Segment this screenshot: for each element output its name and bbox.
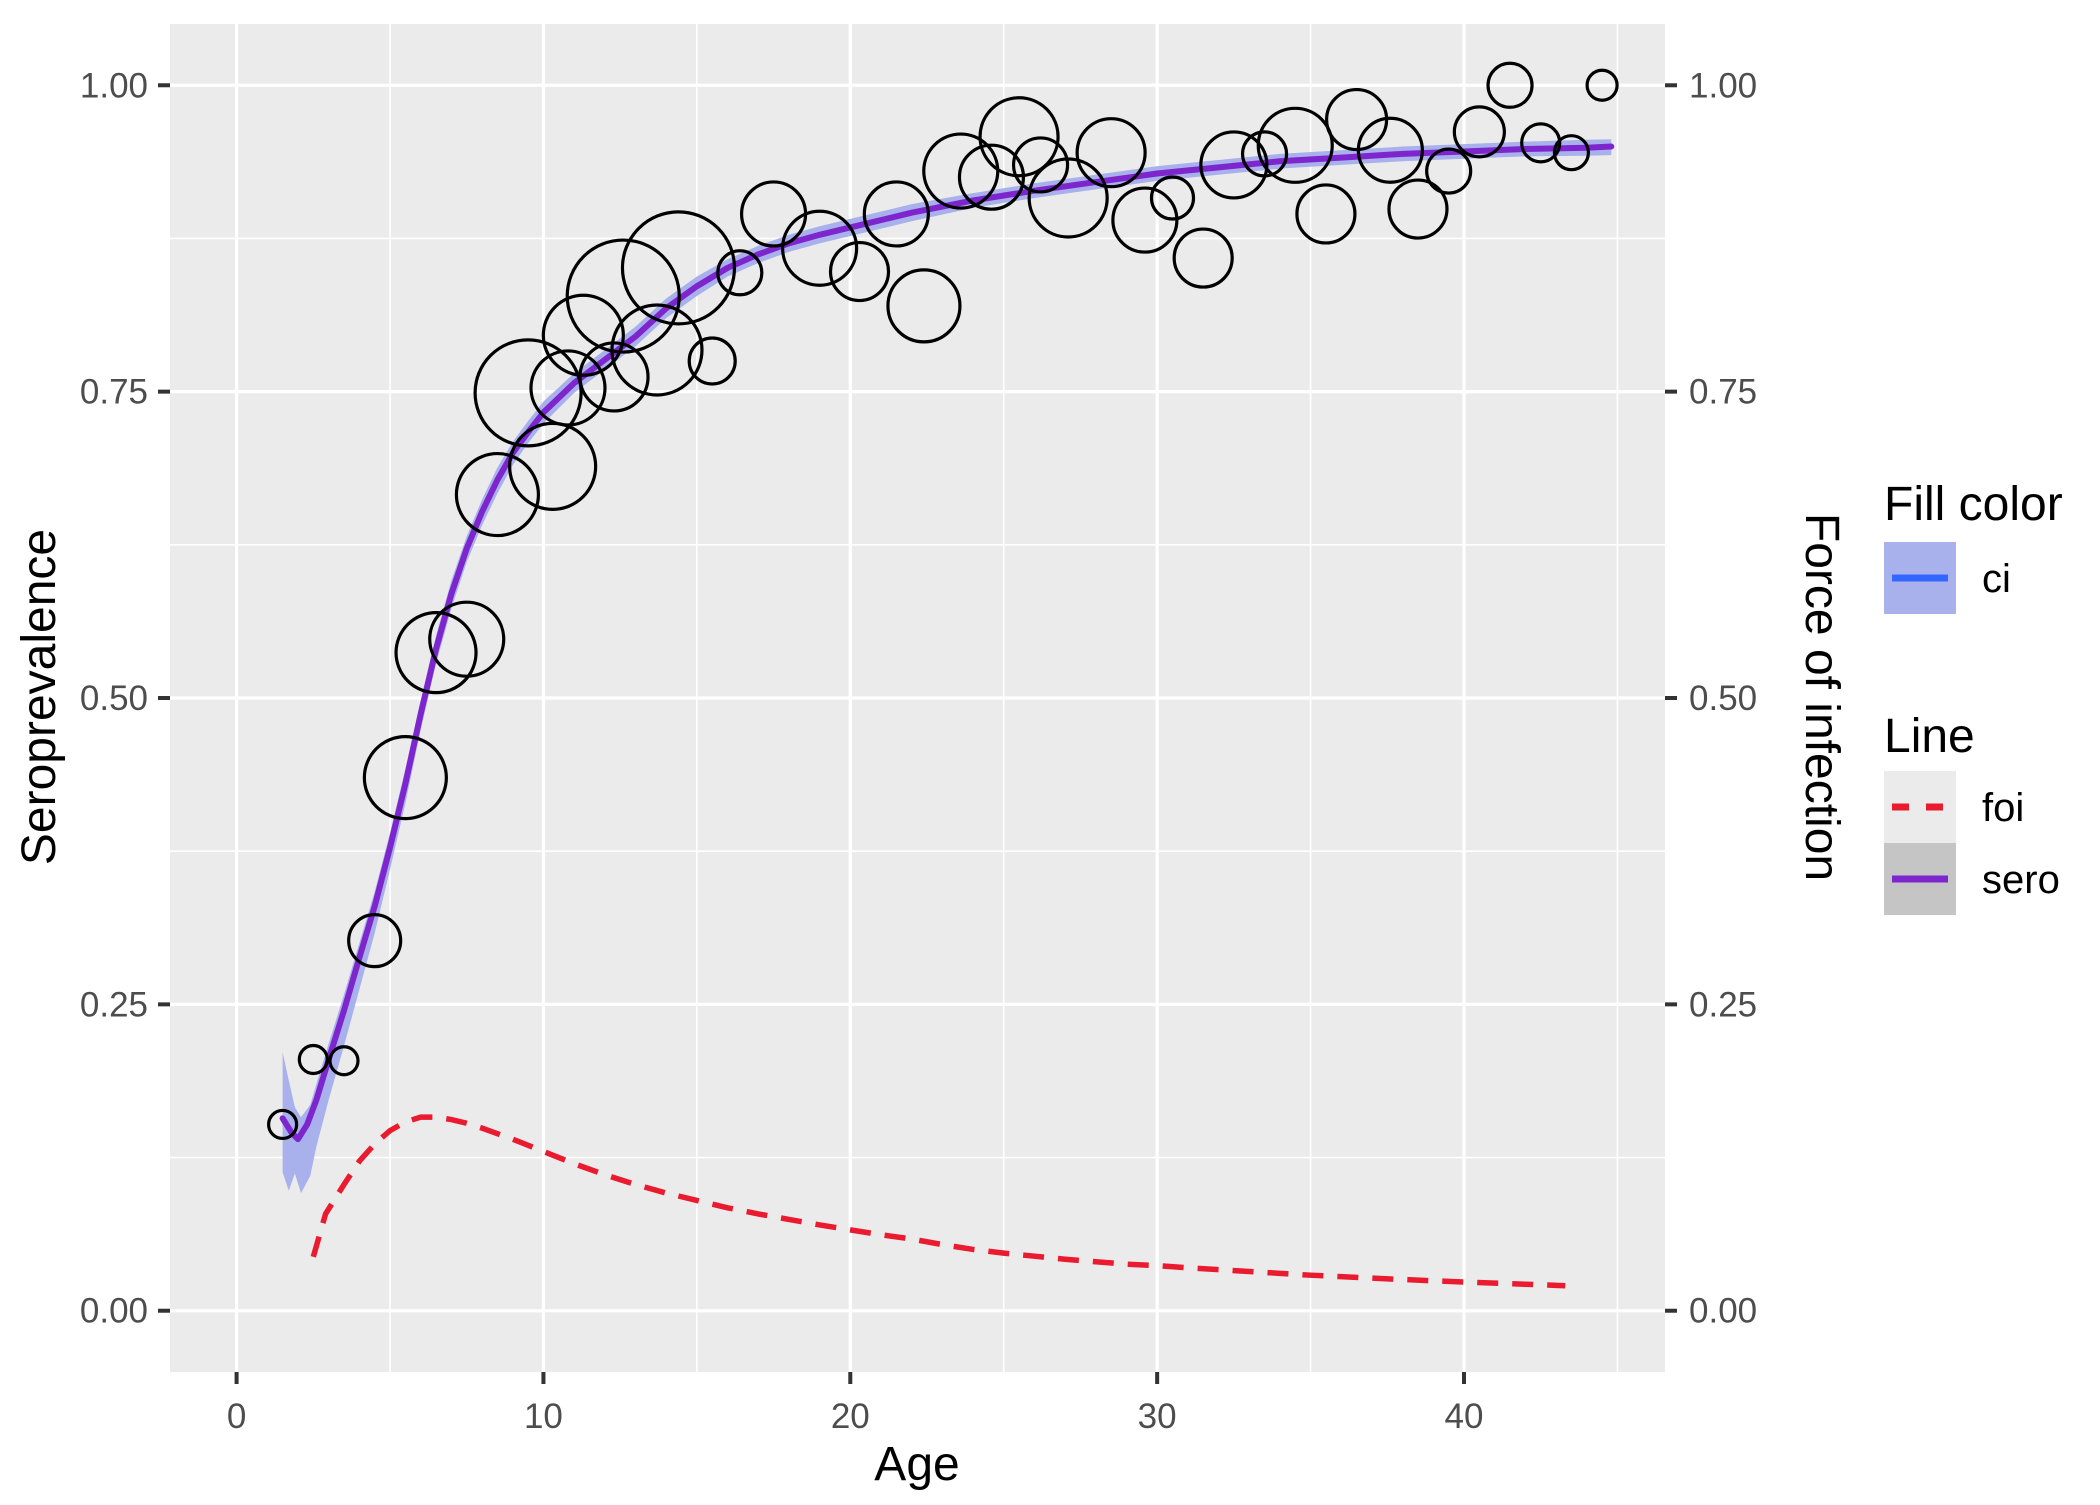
legend-label-sero: sero bbox=[1982, 858, 2060, 902]
bubble-point bbox=[978, 96, 1060, 178]
bubble-point bbox=[1011, 136, 1070, 194]
bubble-point bbox=[862, 180, 930, 248]
legend-key-sero bbox=[1884, 843, 1956, 915]
bubble-point bbox=[1172, 227, 1234, 289]
bubble-point bbox=[1356, 116, 1424, 184]
bubble-point bbox=[828, 240, 891, 303]
bubble-point bbox=[362, 735, 448, 821]
y-right-tick-label: 0.75 bbox=[1689, 373, 1757, 412]
bubble-point bbox=[454, 451, 541, 538]
bubble-point bbox=[508, 421, 598, 511]
bubble-point bbox=[716, 249, 764, 297]
bubble-point bbox=[565, 238, 681, 354]
sero-line bbox=[279, 143, 1615, 1143]
bubble-point bbox=[610, 303, 704, 397]
bubble-point bbox=[1149, 175, 1196, 221]
bubble-point bbox=[347, 913, 403, 969]
bubble-point bbox=[529, 349, 607, 427]
x-axis-title: Age bbox=[874, 1438, 959, 1491]
bubble-point bbox=[1552, 134, 1591, 172]
bubble-point bbox=[267, 1108, 299, 1141]
y-axis-title-left: Seroprevalence bbox=[13, 529, 66, 865]
axis-tick-marks bbox=[158, 83, 1677, 1384]
y-left-tick-label: 0.75 bbox=[80, 373, 148, 412]
bubble-point bbox=[1387, 178, 1449, 240]
axis-tick-labels: 0 10 20 30 40 0.00 0.25 0.50 0.75 1.00 0.00 0.25 0.5… bbox=[80, 66, 1757, 1436]
legend-key-foi bbox=[1884, 771, 1956, 843]
foi-dashed-line bbox=[310, 1114, 1566, 1289]
bubble-point bbox=[1452, 105, 1506, 159]
y-left-tick-label: 0.00 bbox=[80, 1292, 148, 1331]
x-tick-label: 40 bbox=[1445, 1397, 1484, 1436]
bubble-point bbox=[328, 1045, 360, 1077]
bubble-point bbox=[1199, 130, 1269, 200]
sero-curve bbox=[279, 143, 1615, 1143]
bubble-point bbox=[1075, 117, 1147, 189]
bubble-point bbox=[957, 143, 1026, 211]
bubble-point bbox=[1585, 68, 1619, 102]
bubble-point bbox=[1520, 122, 1562, 164]
legend-key-ci bbox=[1884, 542, 1956, 614]
x-tick-label: 0 bbox=[227, 1397, 246, 1436]
bubble-point bbox=[1486, 61, 1534, 109]
bubble-point bbox=[620, 210, 737, 326]
y-left-tick-label: 1.00 bbox=[80, 66, 148, 105]
bubble-point bbox=[781, 209, 859, 287]
legend: Fill color ci Line foi sero bbox=[1884, 478, 2063, 915]
bubble-point bbox=[1240, 130, 1289, 178]
y-axis-title-right: Force of infection bbox=[1795, 513, 1848, 881]
y-right-tick-label: 0.25 bbox=[1689, 985, 1757, 1024]
bubble-point bbox=[1256, 106, 1334, 184]
bubble-point bbox=[687, 336, 737, 386]
x-tick-label: 20 bbox=[831, 1397, 870, 1436]
y-right-tick-label: 0.00 bbox=[1689, 1292, 1757, 1331]
bubble-point bbox=[541, 293, 625, 377]
bubble-point bbox=[1425, 147, 1473, 195]
bubble-point bbox=[1027, 157, 1109, 239]
y-left-tick-label: 0.50 bbox=[80, 679, 148, 718]
major-gridlines bbox=[170, 24, 1665, 1372]
legend-fill-title: Fill color bbox=[1884, 478, 2063, 531]
bubble-point bbox=[473, 338, 583, 448]
y-right-tick-label: 1.00 bbox=[1689, 66, 1757, 105]
bubble-point bbox=[297, 1043, 329, 1076]
bubble-point bbox=[428, 600, 506, 678]
bubble-points bbox=[267, 61, 1619, 1141]
foi-curve bbox=[310, 1114, 1566, 1289]
x-tick-label: 10 bbox=[524, 1397, 563, 1436]
y-left-tick-label: 0.25 bbox=[80, 985, 148, 1024]
legend-label-foi: foi bbox=[1982, 786, 2024, 830]
bubble-point bbox=[886, 268, 962, 344]
y-right-tick-label: 0.50 bbox=[1689, 679, 1757, 718]
bubble-point bbox=[394, 611, 478, 695]
x-tick-label: 30 bbox=[1138, 1397, 1177, 1436]
bubble-point bbox=[1295, 183, 1357, 245]
legend-label-ci: ci bbox=[1982, 557, 2011, 601]
legend-line-title: Line bbox=[1884, 710, 1975, 763]
